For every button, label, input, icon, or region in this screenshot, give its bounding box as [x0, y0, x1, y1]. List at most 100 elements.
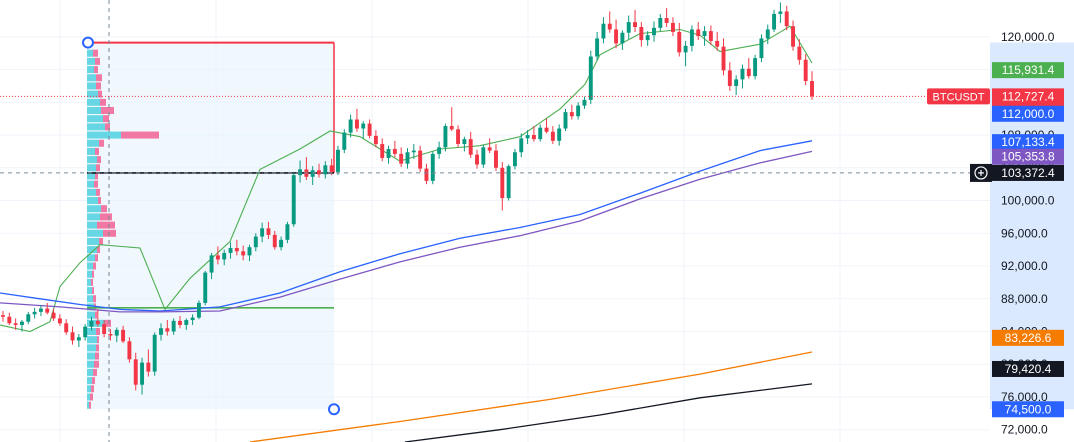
candle [354, 108, 359, 132]
candle-body [228, 248, 233, 253]
profile-bar-up [87, 180, 94, 188]
candle [614, 19, 619, 49]
candle-body [70, 332, 75, 341]
candle [658, 13, 663, 32]
profile-bar-up [87, 368, 93, 376]
candle [810, 71, 814, 100]
profile-bar-up [87, 237, 99, 245]
candle-body [481, 147, 486, 165]
candle-body [500, 167, 505, 199]
candle [184, 318, 189, 330]
profile-bar-up [87, 221, 97, 229]
candle-body [772, 13, 777, 30]
candle-body [133, 359, 138, 385]
candle [317, 163, 321, 178]
candle-body [329, 165, 334, 172]
candle [607, 11, 612, 33]
candle-body [95, 320, 100, 325]
price-axis-tick-label: 96,000.0 [1001, 226, 1048, 240]
candle-body [253, 236, 258, 248]
profile-bar-down [94, 360, 99, 368]
candle [45, 302, 50, 315]
price-axis-tick-label: 72,000.0 [1001, 423, 1048, 437]
candle-body [89, 320, 94, 327]
candle-body [645, 35, 650, 41]
candlesticks [1, 2, 814, 395]
candle [664, 8, 669, 28]
candle-body [392, 148, 397, 154]
candle-body [746, 68, 751, 77]
candle [342, 129, 347, 154]
plus-icon[interactable] [974, 166, 988, 180]
moving-averages [0, 25, 813, 442]
candle [746, 58, 751, 79]
candle [140, 357, 145, 395]
candle-body [190, 317, 195, 321]
candle-body [639, 27, 644, 41]
candle [57, 314, 62, 326]
candle [677, 22, 682, 57]
candle-body [348, 119, 353, 133]
price-tag-label: 83,226.6 [1005, 331, 1052, 345]
profile-bar-up [87, 74, 96, 82]
candle-body [64, 323, 69, 333]
profile-bar-down [94, 66, 98, 74]
candle [772, 9, 777, 32]
candle-body [184, 320, 189, 325]
price-tag [992, 360, 1064, 377]
candle [348, 114, 353, 138]
candle [538, 124, 543, 142]
candle [506, 164, 511, 201]
profile-bar-up [87, 49, 93, 57]
candle-body [550, 131, 555, 141]
volume-profile[interactable] [82, 36, 340, 416]
price-tag-label: 79,420.4 [1005, 362, 1052, 376]
candle-body [152, 334, 157, 372]
candle-body [620, 32, 625, 44]
symbol-tag [927, 88, 990, 105]
profile-bar-up [87, 213, 100, 221]
profile-bar-down [103, 115, 109, 123]
candle [740, 64, 745, 89]
candle-body [83, 326, 88, 338]
ma-200-line [249, 351, 813, 442]
candle-body [354, 119, 359, 129]
candle-body [430, 153, 435, 181]
profile-bar-down [93, 295, 96, 303]
price-axis-tick-label: 88,000.0 [1001, 292, 1048, 306]
candle [196, 300, 201, 320]
profile-bar-down [93, 368, 97, 376]
candle-body [45, 308, 50, 313]
candle-body [658, 18, 663, 28]
profile-bar-up [87, 139, 99, 147]
ma-medium-line [0, 140, 813, 312]
profile-bar-down [96, 82, 101, 90]
profile-bar-up [87, 246, 97, 254]
profile-anchor-handle-top[interactable] [82, 36, 94, 49]
candle-body [721, 46, 726, 71]
candle [576, 102, 581, 120]
profile-bar-down [93, 262, 96, 270]
profile-anchor-handle-bottom[interactable] [328, 403, 340, 416]
candle [670, 17, 675, 37]
profile-bar-down [93, 49, 98, 57]
profile-bar-down [95, 57, 100, 65]
candle-body [424, 168, 429, 181]
candle [399, 147, 404, 167]
candle [121, 325, 126, 343]
candle-body [386, 148, 391, 158]
profile-bar-up [87, 229, 103, 237]
candle-body [708, 31, 713, 41]
candle-body [1, 315, 5, 317]
candle-body [753, 58, 758, 77]
candle [38, 305, 43, 316]
candle-body [178, 320, 182, 325]
ma-long-line [0, 150, 813, 313]
profile-bar-down [105, 319, 111, 327]
candle [114, 327, 119, 343]
profile-bar-down [96, 188, 100, 196]
candle-body [32, 311, 37, 315]
candle [569, 104, 574, 120]
candle-body [557, 128, 562, 141]
